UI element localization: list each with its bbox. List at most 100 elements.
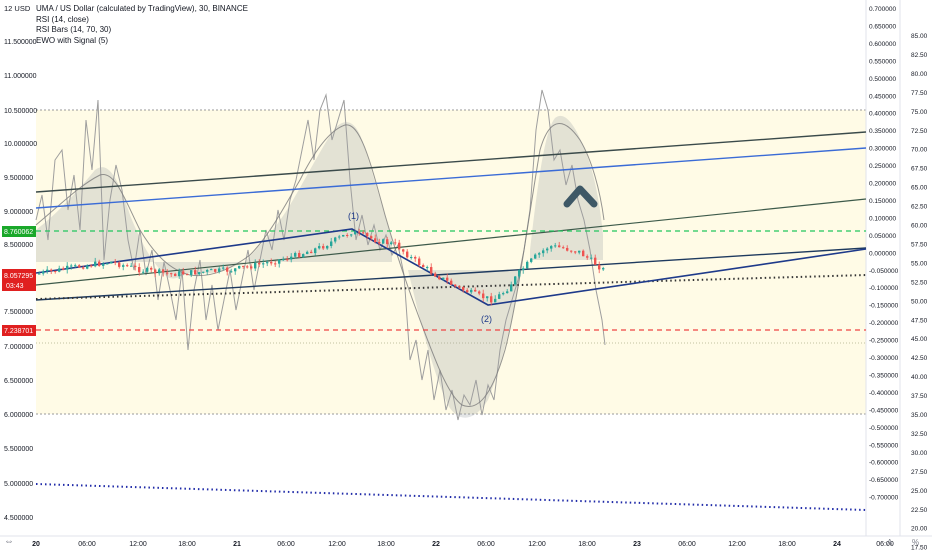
time-axis-label: 06:00 [277,541,295,548]
rsi-axis-label: 57.50 [911,241,928,248]
rsi-axis-label: 22.50 [911,507,928,514]
time-axis-label: 23 [633,541,641,548]
candle-body [382,239,385,244]
ewo-axis[interactable]: 0.700000 0.650000 0.600000 0.550000 0.500000… [869,6,899,502]
candle-body [394,242,397,244]
rsi-axis-label: 75.00 [911,109,928,116]
candle-body [530,258,533,262]
time-axis-label: 22 [432,541,440,548]
candle-body [102,263,105,266]
ewo-axis-label: -0.600000 [869,460,899,467]
ewo-axis-label: -0.100000 [869,285,899,292]
candle-body [190,270,193,275]
candle-body [242,265,245,267]
rsi-axis-label: 42.50 [911,355,928,362]
auto-scale-button[interactable]: A [887,538,893,547]
legend-indicator-ewo[interactable]: EWO with Signal (5) [36,35,109,45]
price-tag-red: 7.238701 [2,325,36,336]
ewo-axis-label: 0.350000 [869,128,896,135]
candle-body [290,256,293,260]
candle-body [186,274,189,276]
candle-body [506,291,509,294]
price-axis-label: 11.000000 [4,73,37,80]
rsi-axis-label: 85.00 [911,33,928,40]
candle-body [206,269,209,272]
candle-body [314,248,317,254]
time-axis-label: 18:00 [778,541,796,548]
rsi-axis-label: 40.00 [911,374,928,381]
candle-body [602,268,605,270]
candle-body [458,286,461,288]
wave-line [35,228,867,306]
legend-indicator-rsi-bars[interactable]: RSI Bars (14, 70, 30) [36,25,112,34]
price-axis-label: 5.000000 [4,481,33,488]
wave-label-1: (1) [348,211,359,221]
rsi-axis-label: 50.00 [911,298,928,305]
ewo-axis-label: -0.400000 [869,390,899,397]
candle-body [218,268,221,272]
candle-body [58,268,61,272]
candle-body [126,265,129,267]
time-axis-label: 12:00 [528,541,546,548]
candle-body [582,250,585,257]
rsi-axis-label: 60.00 [911,223,928,230]
rsi-axis-label: 47.50 [911,317,928,324]
timezone-icon[interactable]: ⇔ [4,536,14,547]
candle-body [406,251,409,258]
candle-body [166,272,169,274]
rsi-axis-label: 45.00 [911,336,928,343]
legend-indicator-rsi[interactable]: RSI (14, close) [36,14,89,24]
candle-body [298,252,301,258]
legend-title[interactable]: UMA / US Dollar (calculated by TradingVi… [36,4,248,13]
candle-body [502,293,505,295]
candle-body [42,271,45,274]
candle-body [118,262,121,267]
price-axis-label: 5.500000 [4,446,33,453]
candle-body [542,250,545,254]
currency-label[interactable]: 12 USD [4,4,31,13]
candle-body [414,257,417,259]
ewo-axis-label: 0.300000 [869,146,896,153]
candle-body [162,269,165,273]
candle-body [62,268,65,270]
candle-body [174,273,177,277]
candle-body [326,245,329,249]
candle-body [94,261,97,267]
percent-scale-button[interactable]: % [912,538,920,547]
ewo-axis-label: 0.450000 [869,93,896,100]
rsi-axis-label: 62.50 [911,204,928,211]
rsi-axis-label: 55.00 [911,260,928,267]
candle-body [346,234,349,236]
candle-body [46,269,49,272]
candle-body [222,267,225,269]
candle-body [234,268,237,272]
candle-body [390,242,393,245]
candle-body [302,254,305,258]
candle-body [598,264,601,270]
trend-lower-dark [35,247,867,301]
trend-middle-gray [35,198,867,286]
candle-body [170,273,173,275]
candle-body [318,246,321,249]
candle-body [578,250,581,253]
rsi-axis-label: 67.50 [911,166,928,173]
price-axis[interactable]: 11.500000 11.000000 10.500000 10.000000 9.50… [4,39,37,522]
candle-body [550,246,553,249]
candle-body [574,251,577,253]
candle-body [246,266,249,268]
ewo-axis-label: 0.500000 [869,76,896,83]
candlestick-series [38,228,605,306]
price-axis-label: 6.000000 [4,412,33,419]
rsi-axis[interactable]: 85.00 82.50 80.00 77.50 75.00 72.50 70.00 67.50… [911,33,928,552]
price-axis-label: 9.000000 [4,209,33,216]
candle-body [450,280,453,285]
candle-body [570,250,573,252]
rsi-fill-1 [36,122,392,279]
candle-body [106,263,109,265]
candle-body [90,265,93,267]
candle-body [130,265,133,267]
candle-body [254,262,257,269]
time-axis[interactable]: 20 06:00 12:00 18:00 21 06:00 12:00 18:00 22 06:0… [32,541,894,548]
